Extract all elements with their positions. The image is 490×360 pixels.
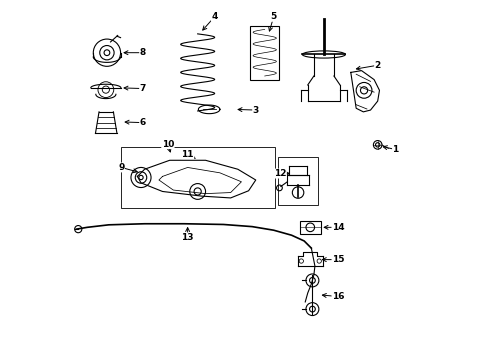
Text: 9: 9 [118, 163, 124, 172]
Bar [299, 221, 321, 234]
Text: 13: 13 [181, 233, 194, 242]
Text: 5: 5 [270, 12, 277, 21]
Bar [250, 26, 279, 80]
Bar [122, 147, 275, 208]
Text: 7: 7 [140, 84, 146, 93]
Text: 15: 15 [332, 255, 344, 264]
Text: 10: 10 [162, 140, 174, 149]
Text: 6: 6 [140, 118, 146, 127]
Text: 12: 12 [274, 169, 286, 178]
Text: 8: 8 [140, 48, 146, 57]
Text: 14: 14 [332, 223, 344, 232]
Text: 4: 4 [211, 12, 218, 21]
Text: 11: 11 [181, 150, 194, 159]
Bar [278, 157, 318, 205]
Text: 1: 1 [392, 145, 399, 154]
Text: 3: 3 [253, 105, 259, 114]
Text: 2: 2 [374, 61, 381, 70]
Text: 16: 16 [332, 292, 344, 301]
